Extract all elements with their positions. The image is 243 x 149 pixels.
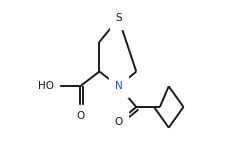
Text: O: O (114, 117, 123, 127)
Text: O: O (76, 111, 84, 121)
Text: N: N (115, 81, 122, 91)
Text: S: S (115, 13, 122, 23)
Text: HO: HO (38, 81, 54, 91)
